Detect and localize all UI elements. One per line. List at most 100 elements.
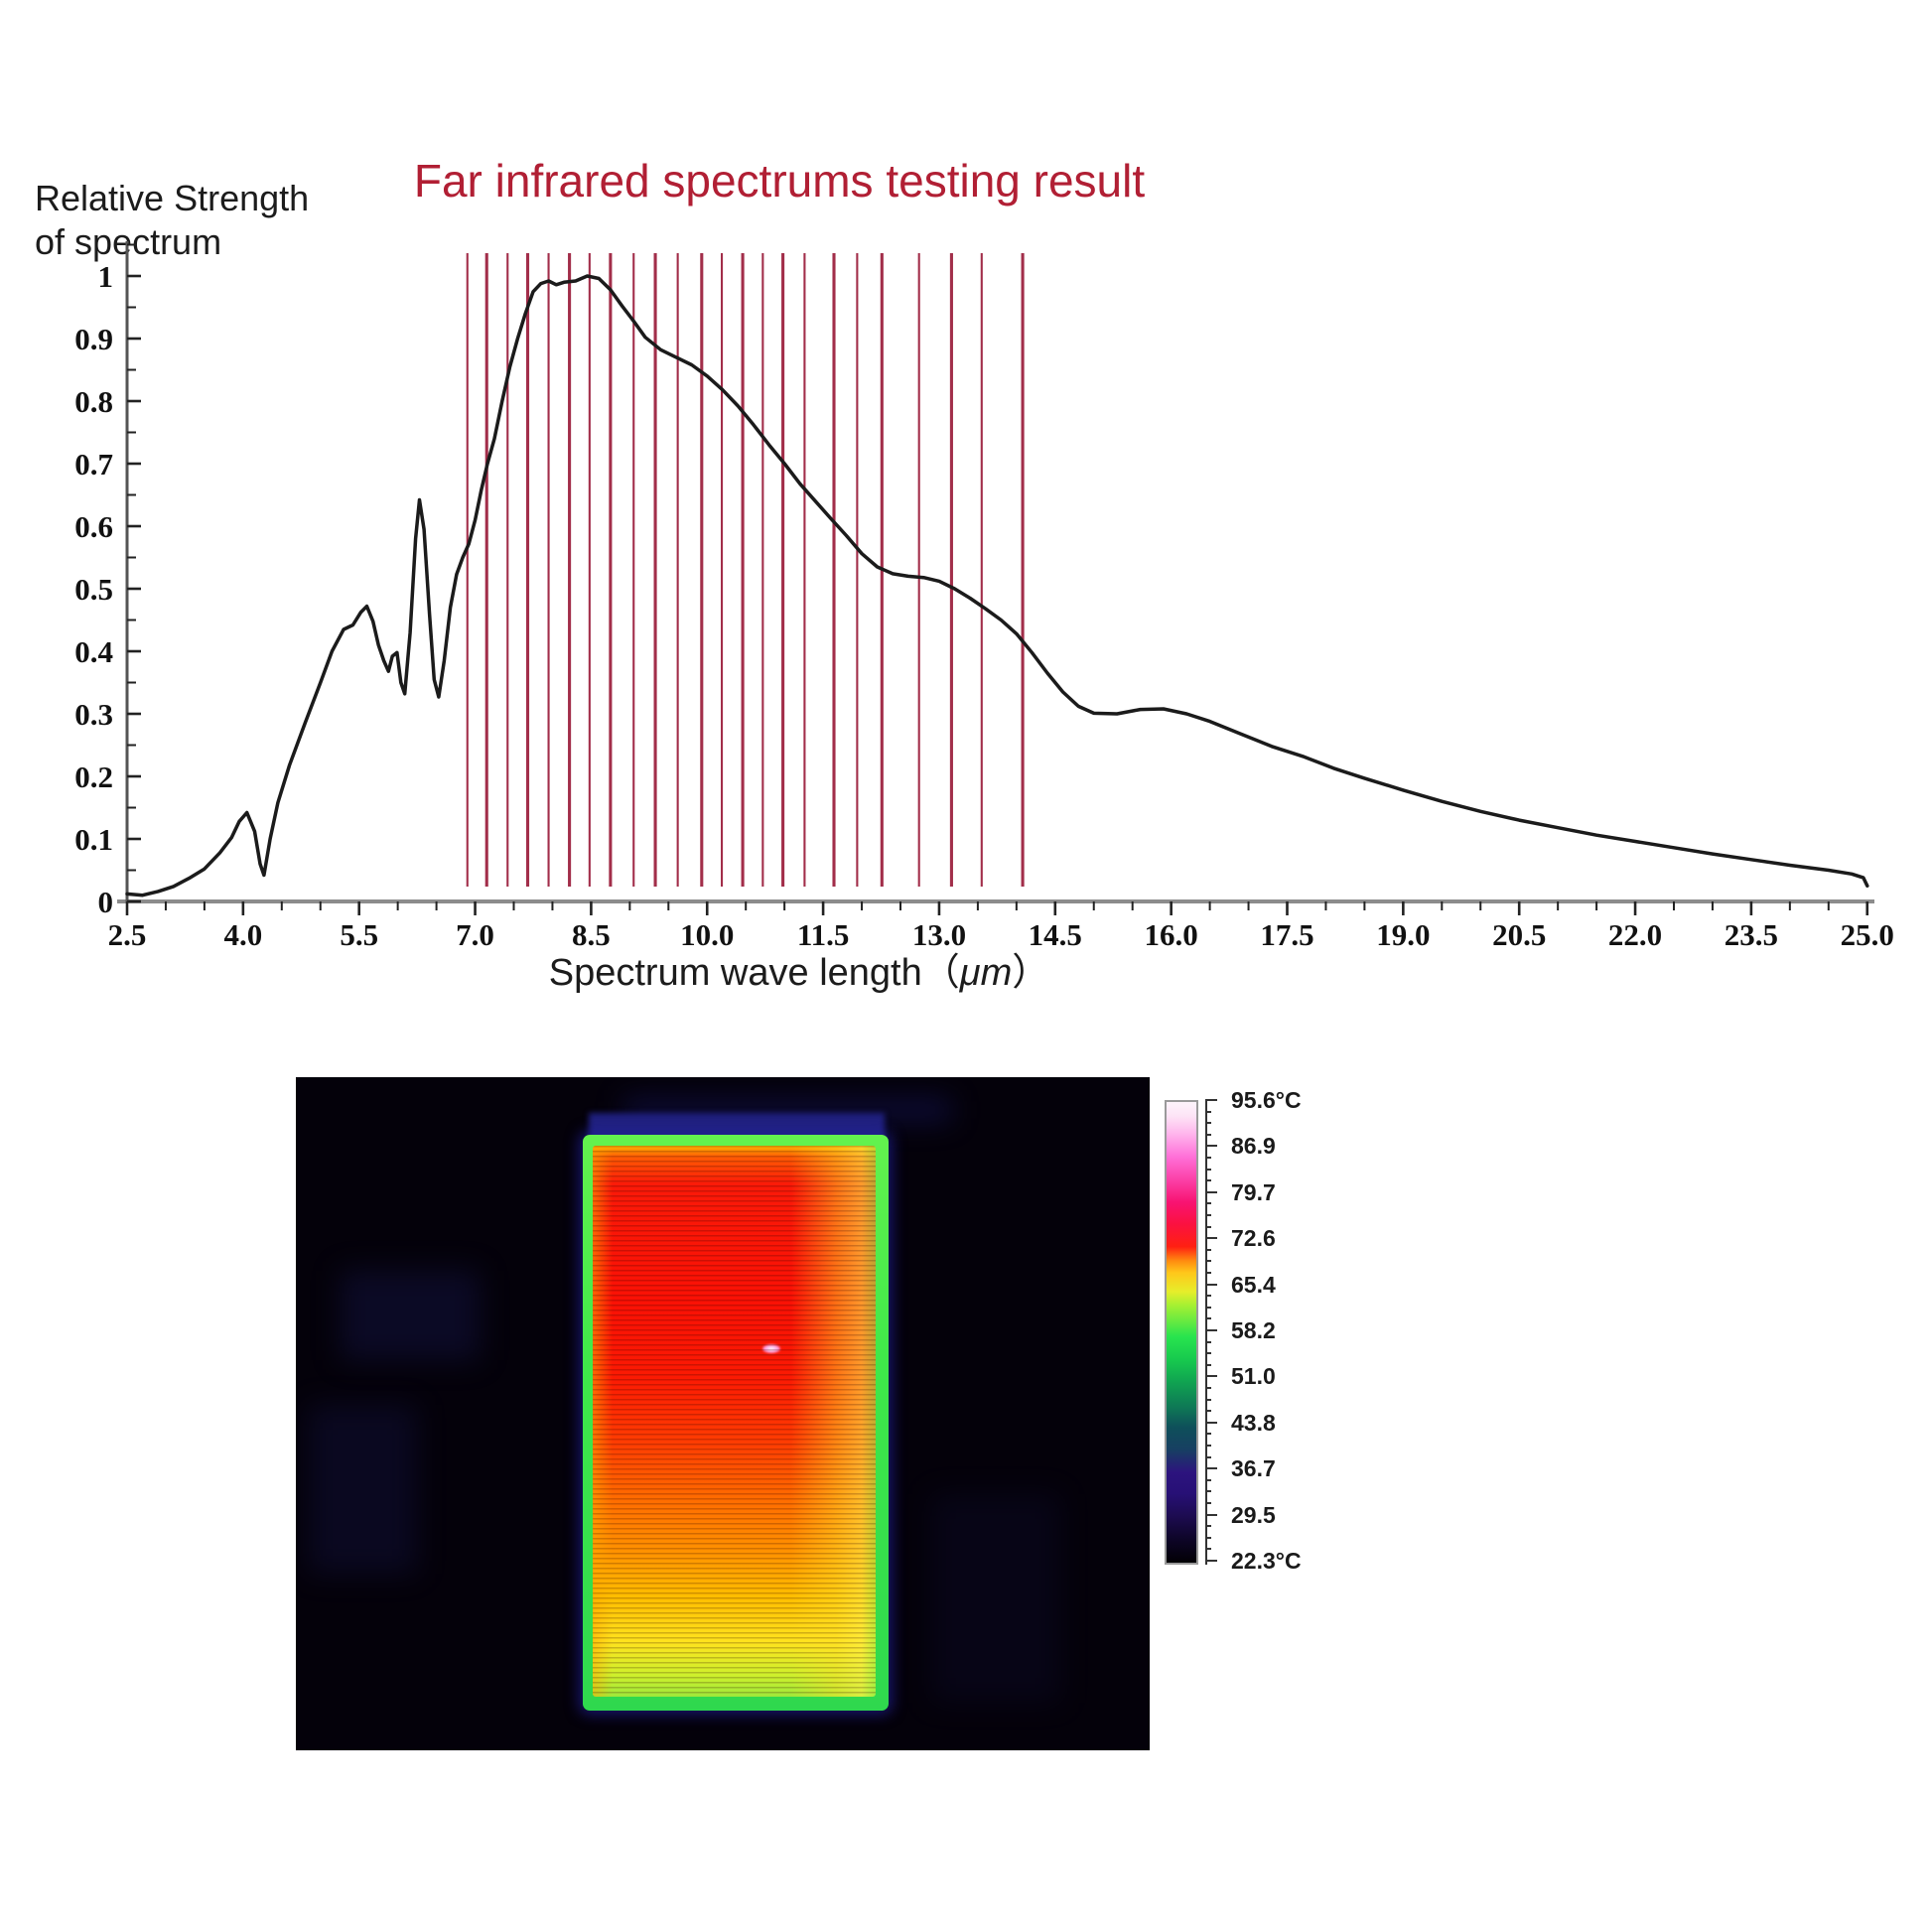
- y-tick-label: 0: [98, 885, 114, 919]
- colorbar-minor-tick: [1205, 1133, 1211, 1136]
- colorbar-minor-tick: [1205, 1260, 1211, 1263]
- colorbar-major-tick: [1205, 1099, 1217, 1101]
- colorbar-minor-tick: [1205, 1340, 1211, 1343]
- spectrum-curve-group: [125, 274, 1869, 897]
- colorbar-temperature-label: 79.7: [1231, 1178, 1276, 1205]
- colorbar-minor-tick: [1205, 1502, 1211, 1504]
- y-tick-label: 1: [98, 259, 114, 294]
- colorbar-minor-tick: [1205, 1110, 1211, 1113]
- colorbar-minor-tick: [1205, 1157, 1211, 1159]
- colorbar-temperature-label: 51.0: [1231, 1363, 1276, 1390]
- colorbar-temperature-label: 58.2: [1231, 1317, 1276, 1343]
- y-tick-label: 0.3: [74, 697, 113, 732]
- axes-group: 2.5 4.0 5.5 7.0 8.5 10.0 11.5 13.0 14.5 16.0 17.5 1…: [74, 241, 1894, 952]
- colorbar-major-tick: [1205, 1421, 1217, 1424]
- colorbar-minor-tick: [1205, 1168, 1211, 1171]
- colorbar-minor-tick: [1205, 1248, 1211, 1251]
- x-tick-label: 10.0: [680, 917, 734, 952]
- colorbar-temperature-label: 65.4: [1231, 1271, 1276, 1298]
- colorbar-temperature-label: 29.5: [1231, 1501, 1276, 1528]
- x-axis-title-unit: μm: [959, 952, 1012, 994]
- thermal-background-patch: [341, 1271, 480, 1360]
- colorbar-minor-tick: [1205, 1525, 1211, 1528]
- colorbar-minor-tick: [1205, 1410, 1211, 1413]
- colorbar-minor-tick: [1205, 1398, 1211, 1401]
- y-tick-label: 0.5: [74, 572, 113, 607]
- colorbar-major-tick: [1205, 1513, 1217, 1516]
- colorbar-major-tick: [1205, 1145, 1217, 1148]
- colorbar-major-tick: [1205, 1329, 1217, 1331]
- x-tick-label: 8.5: [572, 917, 611, 952]
- colorbar-minor-tick: [1205, 1490, 1211, 1493]
- y-tick-label: 0.6: [74, 509, 113, 544]
- x-axis-title-paren-close: ）: [1012, 952, 1049, 994]
- colorbar-minor-tick: [1205, 1363, 1211, 1366]
- colorbar-temperature-label: 43.8: [1231, 1409, 1276, 1436]
- colorbar-minor-tick: [1205, 1317, 1211, 1320]
- x-tick-label: 23.5: [1725, 917, 1778, 952]
- spectrum-chart: Far infrared spectrums testing result Re…: [35, 155, 1894, 994]
- marker-lines-group: [466, 253, 1025, 887]
- colorbar-tick-rail: [1205, 1100, 1207, 1565]
- colorbar-minor-tick: [1205, 1272, 1211, 1274]
- thermal-image: [296, 1077, 1150, 1750]
- heating-panel-surface: [593, 1146, 876, 1697]
- heater-mount-band: [589, 1113, 885, 1139]
- x-tick-label: 20.5: [1492, 917, 1546, 952]
- colorbar-minor-tick: [1205, 1179, 1211, 1182]
- colorbar-major-tick: [1205, 1375, 1217, 1378]
- colorbar-minor-tick: [1205, 1352, 1211, 1355]
- colorbar-minor-tick: [1205, 1202, 1211, 1205]
- chart-title: Far infrared spectrums testing result: [414, 155, 1145, 207]
- x-axis-title-text: Spectrum wave length: [549, 952, 922, 994]
- x-axis-title: Spectrum wave length（μm）: [549, 952, 1050, 994]
- x-tick-label: 25.0: [1841, 917, 1894, 952]
- y-tick-label: 0.2: [74, 759, 113, 794]
- x-tick-label: 16.0: [1145, 917, 1198, 952]
- colorbar-minor-tick: [1205, 1548, 1211, 1551]
- colorbar-temperature-label: 72.6: [1231, 1225, 1276, 1252]
- colorbar-temperature-label: 22.3°C: [1231, 1548, 1302, 1574]
- y-tick-label: 0.1: [74, 822, 113, 857]
- x-tick-label: 19.0: [1376, 917, 1430, 952]
- x-tick-label: 11.5: [797, 917, 850, 952]
- colorbar-minor-tick: [1205, 1433, 1211, 1436]
- colorbar-minor-tick: [1205, 1455, 1211, 1458]
- colorbar-major-tick: [1205, 1467, 1217, 1470]
- colorbar-temperature-label: 95.6°C: [1231, 1087, 1302, 1113]
- y-tick-label: 0.8: [74, 384, 113, 419]
- colorbar-major-tick: [1205, 1560, 1217, 1562]
- colorbar-temperature-label: 86.9: [1231, 1133, 1276, 1160]
- colorbar-minor-tick: [1205, 1478, 1211, 1481]
- x-tick-label: 14.5: [1029, 917, 1082, 952]
- colorbar-minor-tick: [1205, 1387, 1211, 1389]
- x-tick-label: 13.0: [912, 917, 966, 952]
- x-tick-label: 4.0: [223, 917, 262, 952]
- heating-panel: [583, 1135, 889, 1711]
- thermal-background-patch: [308, 1405, 417, 1574]
- y-axis-title-line1: Relative Strength: [35, 178, 309, 218]
- colorbar-minor-tick: [1205, 1536, 1211, 1539]
- x-tick-label: 5.5: [340, 917, 378, 952]
- thermal-scanlines: [593, 1146, 876, 1697]
- y-tick-label: 0.7: [74, 447, 113, 482]
- colorbar-minor-tick: [1205, 1214, 1211, 1216]
- thermal-background-patch: [931, 1494, 1060, 1703]
- x-tick-label: 17.5: [1260, 917, 1313, 952]
- colorbar-major-tick: [1205, 1190, 1217, 1193]
- colorbar-major-tick: [1205, 1237, 1217, 1240]
- y-tick-label: 0.9: [74, 322, 113, 356]
- colorbar-minor-tick: [1205, 1306, 1211, 1309]
- x-tick-label: 7.0: [456, 917, 494, 952]
- colorbar-minor-tick: [1205, 1295, 1211, 1298]
- colorbar-minor-tick: [1205, 1225, 1211, 1228]
- spectrum-curve: [125, 274, 1869, 897]
- x-tick-label: 2.5: [108, 917, 147, 952]
- colorbar-minor-tick: [1205, 1445, 1211, 1447]
- colorbar-temperature-label: 36.7: [1231, 1455, 1276, 1482]
- x-tick-label: 22.0: [1608, 917, 1662, 952]
- colorbar-minor-tick: [1205, 1122, 1211, 1125]
- colorbar-major-tick: [1205, 1283, 1217, 1286]
- x-axis-title-paren-open: （: [922, 952, 960, 994]
